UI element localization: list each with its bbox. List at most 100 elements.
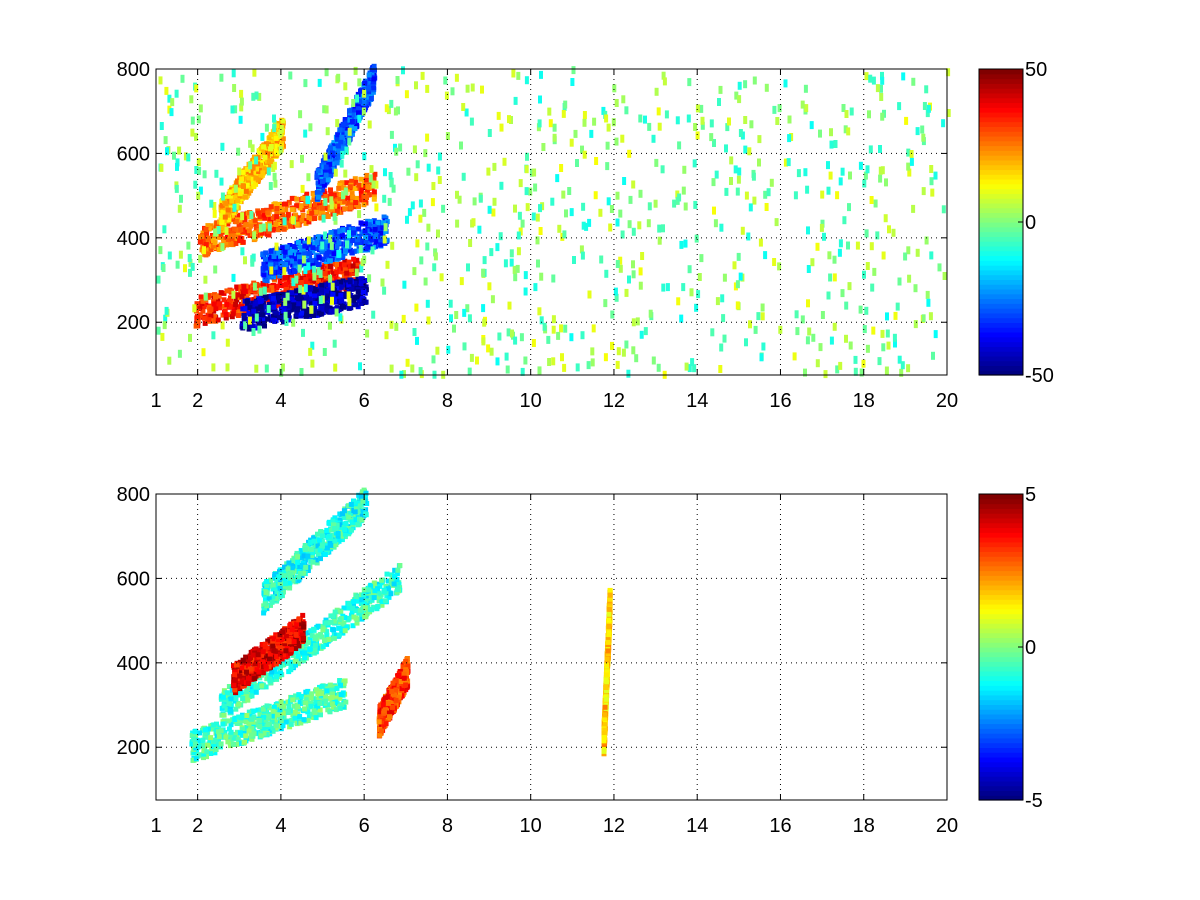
heatmap-cell bbox=[616, 347, 621, 356]
heatmap-cell bbox=[325, 177, 331, 183]
colorbar-swatch bbox=[979, 317, 1023, 324]
heatmap-cell bbox=[194, 323, 200, 329]
heatmap-band bbox=[239, 276, 369, 332]
heatmap-cell bbox=[822, 232, 826, 241]
heatmap-cell bbox=[334, 235, 340, 241]
heatmap-cell bbox=[320, 644, 326, 650]
heatmap-cell bbox=[164, 86, 169, 95]
heatmap-cell bbox=[376, 237, 382, 242]
heatmap-cell bbox=[308, 286, 313, 292]
heatmap-cell bbox=[195, 319, 201, 325]
heatmap-cell bbox=[211, 318, 217, 324]
heatmap-cell bbox=[203, 292, 208, 301]
heatmap-cell bbox=[497, 332, 502, 341]
heatmap-cell bbox=[221, 712, 227, 718]
heatmap-cell bbox=[343, 226, 349, 232]
heatmap-cell bbox=[516, 247, 521, 256]
heatmap-cell bbox=[842, 216, 847, 225]
heatmap-cell bbox=[252, 282, 257, 291]
heatmap-cell bbox=[325, 157, 331, 163]
heatmap-cell bbox=[250, 165, 256, 171]
heatmap-cell bbox=[293, 693, 299, 699]
heatmap-cell bbox=[557, 224, 562, 233]
heatmap-cell bbox=[339, 134, 345, 140]
heatmap-cell bbox=[218, 728, 224, 734]
heatmap-cell bbox=[251, 253, 256, 262]
heatmap-cell bbox=[389, 130, 394, 139]
heatmap-cell bbox=[431, 182, 436, 190]
heatmap-cell bbox=[933, 171, 938, 180]
heatmap-cell bbox=[261, 730, 267, 736]
heatmap-cell bbox=[210, 243, 216, 249]
heatmap-cell bbox=[531, 339, 536, 347]
heatmap-cell bbox=[244, 166, 250, 172]
heatmap-cell bbox=[319, 683, 325, 689]
heatmap-cell bbox=[334, 281, 339, 287]
heatmap-cell bbox=[240, 325, 246, 331]
colorbar-swatch bbox=[979, 351, 1023, 357]
heatmap-cell bbox=[757, 135, 762, 144]
heatmap-cell bbox=[303, 79, 308, 88]
heatmap-cell bbox=[259, 309, 265, 315]
heatmap-cell bbox=[546, 335, 551, 344]
heatmap-cell bbox=[365, 329, 370, 338]
heatmap-cell bbox=[347, 137, 352, 146]
heatmap-cell bbox=[257, 711, 263, 717]
heatmap-cell bbox=[268, 255, 274, 260]
heatmap-cell bbox=[336, 240, 342, 246]
heatmap-cell bbox=[238, 718, 244, 724]
heatmap-cell bbox=[561, 190, 566, 199]
heatmap-cell bbox=[924, 85, 929, 94]
heatmap-cell bbox=[758, 238, 763, 247]
heatmap-cell bbox=[254, 91, 259, 100]
heatmap-cell bbox=[331, 143, 337, 149]
heatmap-cell bbox=[444, 91, 449, 100]
heatmap-cell bbox=[274, 313, 280, 319]
heatmap-cell bbox=[462, 308, 467, 317]
heatmap-cell bbox=[300, 207, 306, 213]
heatmap-cell bbox=[242, 194, 248, 200]
heatmap-cell bbox=[293, 283, 299, 289]
heatmap-cell bbox=[724, 144, 728, 153]
heatmap-cell bbox=[719, 343, 724, 352]
heatmap-cell bbox=[340, 227, 346, 233]
heatmap-cell bbox=[283, 201, 288, 207]
heatmap-cell bbox=[946, 109, 951, 117]
heatmap-cell bbox=[211, 744, 217, 750]
heatmap-cell bbox=[314, 283, 320, 288]
heatmap-cell bbox=[835, 365, 840, 374]
heatmap-cell bbox=[881, 251, 886, 260]
heatmap-cell bbox=[275, 703, 281, 709]
heatmap-cell bbox=[389, 364, 394, 373]
heatmap-cell bbox=[684, 362, 689, 371]
heatmap-cell bbox=[239, 321, 245, 327]
heatmap-cell bbox=[737, 95, 742, 104]
heatmap-cell bbox=[343, 169, 348, 178]
heatmap-cell bbox=[217, 305, 222, 311]
heatmap-cell bbox=[900, 361, 905, 370]
heatmap-cell bbox=[266, 158, 272, 164]
heatmap-cell bbox=[352, 280, 358, 286]
heatmap-cell bbox=[396, 106, 400, 115]
heatmap-cell bbox=[865, 262, 870, 270]
heatmap-cell bbox=[333, 168, 338, 177]
heatmap-cell bbox=[317, 700, 323, 706]
heatmap-cell bbox=[647, 122, 652, 131]
heatmap-cell bbox=[244, 293, 250, 299]
colorbar-swatch bbox=[979, 193, 1023, 199]
heatmap-cell bbox=[312, 265, 317, 274]
heatmap-cell bbox=[347, 230, 351, 239]
heatmap-cell bbox=[311, 650, 317, 656]
heatmap-cell bbox=[367, 242, 373, 248]
heatmap-cell bbox=[329, 241, 334, 250]
heatmap-cell bbox=[200, 230, 206, 236]
heatmap-cell bbox=[179, 194, 183, 203]
heatmap-cell bbox=[284, 219, 290, 225]
heatmap-cell bbox=[336, 153, 342, 159]
heatmap-cell bbox=[211, 301, 217, 307]
heatmap-cell bbox=[717, 98, 721, 106]
heatmap-cell bbox=[225, 207, 231, 213]
heatmap-cell bbox=[725, 123, 730, 132]
heatmap-cell bbox=[351, 297, 357, 303]
heatmap-cell bbox=[868, 74, 873, 83]
